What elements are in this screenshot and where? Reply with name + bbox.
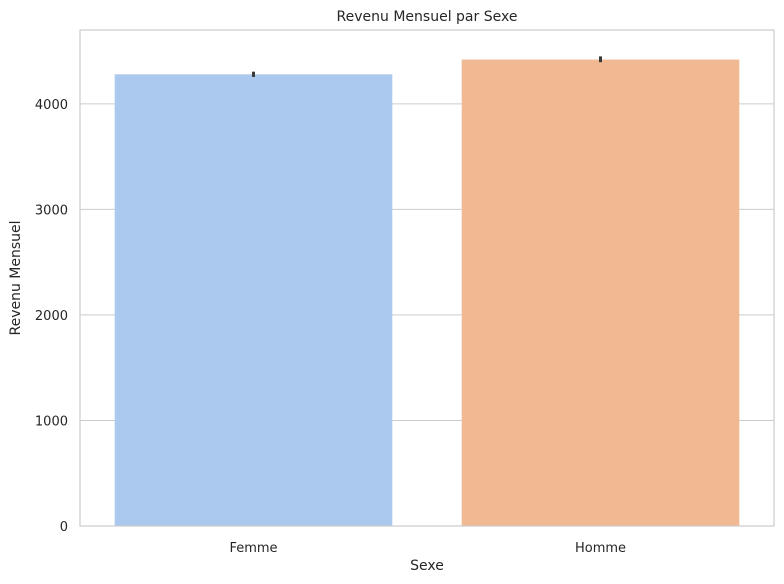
x-tick-label: Homme <box>575 541 626 556</box>
plot-frame <box>79 29 775 527</box>
x-axis-label: Sexe <box>410 558 444 574</box>
y-tick-label: 3000 <box>35 203 68 218</box>
y-tick-label: 0 <box>60 520 68 535</box>
y-tick-label: 4000 <box>35 98 68 113</box>
bars <box>114 59 740 527</box>
chart-title: Revenu Mensuel par Sexe <box>337 9 518 25</box>
y-tick-label: 2000 <box>35 309 68 324</box>
x-tick-label: Femme <box>229 541 277 556</box>
y-tick-label: 1000 <box>35 414 68 429</box>
x-ticks: Femme Homme <box>229 541 626 556</box>
bar-femme <box>114 74 393 527</box>
bar-homme <box>461 59 740 526</box>
y-axis-label: Revenu Mensuel <box>8 220 24 335</box>
error-bars <box>252 56 602 77</box>
y-ticks: 0 1000 2000 3000 4000 <box>35 98 68 535</box>
